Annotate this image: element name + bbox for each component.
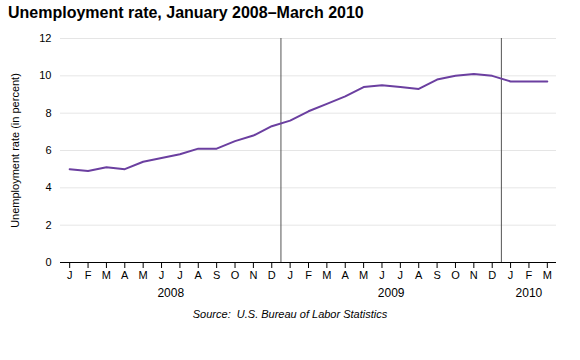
svg-text:Unemployment rate (in percent): Unemployment rate (in percent)	[9, 73, 21, 228]
svg-text:J: J	[177, 269, 183, 281]
svg-text:A: A	[342, 269, 350, 281]
svg-text:F: F	[85, 269, 92, 281]
svg-text:J: J	[159, 269, 165, 281]
svg-text:J: J	[287, 269, 293, 281]
html-text:Source: U.S. Bureau of Labor S: Source: U.S. Bureau of Labor Statistics	[192, 308, 388, 320]
svg-text:M: M	[139, 269, 148, 281]
svg-text:2009: 2009	[378, 286, 405, 300]
svg-text:M: M	[322, 269, 331, 281]
svg-text:0: 0	[45, 256, 51, 268]
svg-text:N: N	[470, 269, 478, 281]
svg-text:D: D	[488, 269, 496, 281]
svg-text:S: S	[213, 269, 220, 281]
svg-text:S: S	[433, 269, 440, 281]
svg-text:F: F	[305, 269, 312, 281]
svg-text:J: J	[508, 269, 514, 281]
svg-text:M: M	[359, 269, 368, 281]
svg-text:M: M	[102, 269, 111, 281]
html-text:Unemployment rate, January 200: Unemployment rate, January 2008–March 20…	[8, 4, 364, 21]
svg-text:J: J	[67, 269, 73, 281]
svg-text:A: A	[415, 269, 423, 281]
svg-text:D: D	[268, 269, 276, 281]
svg-text:A: A	[195, 269, 203, 281]
svg-text:4: 4	[45, 181, 51, 193]
svg-text:F: F	[526, 269, 533, 281]
svg-text:A: A	[121, 269, 129, 281]
svg-text:2: 2	[45, 219, 51, 231]
svg-text:8: 8	[45, 107, 51, 119]
svg-text:O: O	[451, 269, 460, 281]
svg-text:10: 10	[39, 69, 51, 81]
svg-text:6: 6	[45, 144, 51, 156]
svg-text:N: N	[249, 269, 257, 281]
svg-text:O: O	[231, 269, 240, 281]
svg-text:J: J	[398, 269, 404, 281]
svg-text:2008: 2008	[157, 286, 184, 300]
svg-text:J: J	[379, 269, 385, 281]
svg-text:12: 12	[39, 32, 51, 44]
svg-text:M: M	[543, 269, 552, 281]
svg-text:2010: 2010	[516, 286, 543, 300]
